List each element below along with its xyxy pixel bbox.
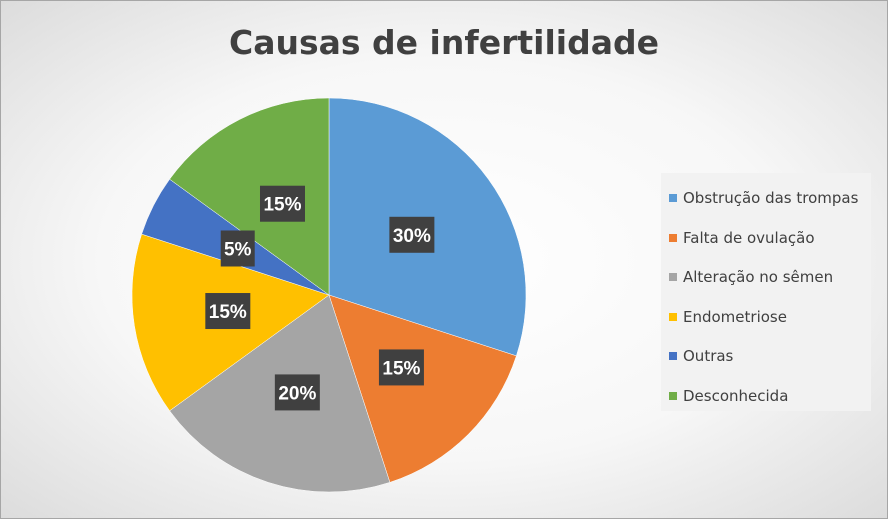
data-label: 20% [274, 374, 320, 411]
data-label-box [274, 374, 320, 411]
chart-title: Causas de infertilidade [229, 23, 659, 62]
data-label-text: 15% [382, 358, 420, 379]
legend-label: Obstrução das trompas [683, 189, 859, 207]
data-label-text: 30% [393, 226, 431, 247]
data-label-box [378, 349, 424, 386]
data-label-text: 15% [209, 302, 247, 323]
legend-swatch [669, 391, 677, 400]
data-label: 15% [378, 349, 424, 386]
data-label-text: 20% [278, 383, 316, 404]
legend-entry: Alteração no sêmen [669, 265, 833, 289]
legend-swatch [669, 312, 677, 321]
data-label: 15% [259, 185, 305, 222]
data-label-text: 15% [263, 195, 301, 216]
legend-swatch [669, 233, 677, 242]
data-label-text: 5% [224, 239, 252, 260]
legend-label: Falta de ovulação [683, 228, 815, 247]
data-label: 15% [205, 293, 251, 330]
data-label-box [205, 293, 251, 330]
legend-label: Desconhecida [683, 386, 789, 405]
data-label: 5% [220, 230, 255, 267]
legend-entry: Desconhecida [669, 384, 788, 408]
data-label-box [389, 216, 435, 253]
data-label-box [259, 185, 305, 222]
legend-entry: Falta de ovulação [669, 226, 815, 250]
legend-swatch [669, 194, 677, 202]
legend-label: Alteração no sêmen [683, 268, 834, 286]
legend-swatch [669, 352, 677, 360]
legend-entry: Obstrução das trompas [669, 186, 858, 210]
pie-slice [328, 294, 517, 483]
legend: Obstrução das trompas Falta de ovulação Al… [661, 173, 871, 411]
data-label: 30% [389, 216, 435, 253]
legend-label: Outras [683, 347, 734, 365]
legend-entry: Endometriose [669, 305, 787, 329]
data-label-box [220, 230, 255, 267]
legend-entry: Outras [669, 344, 733, 368]
legend-label: Endometriose [683, 307, 787, 326]
legend-swatch [669, 273, 677, 281]
pie-slice [169, 97, 330, 296]
